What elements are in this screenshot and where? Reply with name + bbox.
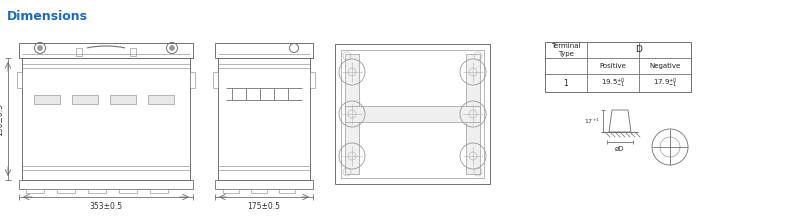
Text: Terminal
Type: Terminal Type — [551, 43, 581, 57]
Text: øD: øD — [615, 146, 625, 152]
Bar — [88, 189, 106, 193]
Bar — [310, 72, 315, 88]
Bar — [251, 189, 267, 193]
Bar — [17, 72, 22, 88]
Bar — [150, 189, 168, 193]
Bar — [19, 180, 193, 189]
Text: 1: 1 — [564, 79, 568, 87]
Text: 17$^{+1}$: 17$^{+1}$ — [584, 116, 600, 126]
Bar — [119, 189, 137, 193]
Bar — [34, 95, 60, 104]
Bar — [335, 44, 490, 184]
Bar — [218, 58, 310, 180]
Text: D: D — [635, 46, 642, 54]
Text: 17.9$^{+0}_{-1}$: 17.9$^{+0}_{-1}$ — [653, 76, 678, 90]
Bar — [26, 189, 44, 193]
Text: 175±0.5: 175±0.5 — [247, 202, 281, 211]
Bar — [223, 189, 239, 193]
Text: Dimensions: Dimensions — [7, 10, 88, 23]
Bar — [545, 42, 691, 92]
Bar — [215, 43, 313, 58]
Bar — [110, 95, 136, 104]
Bar — [57, 189, 75, 193]
Circle shape — [38, 46, 42, 50]
Text: 190±0.5: 190±0.5 — [0, 103, 4, 135]
Bar — [345, 54, 359, 174]
Bar — [22, 58, 190, 180]
Text: 19.5$^{+0}_{-1}$: 19.5$^{+0}_{-1}$ — [601, 76, 626, 90]
Bar — [130, 48, 136, 56]
Bar — [279, 189, 295, 193]
Circle shape — [170, 46, 174, 50]
Bar — [341, 50, 484, 178]
Bar — [72, 95, 98, 104]
Bar — [215, 180, 313, 189]
Bar — [190, 72, 195, 88]
Bar — [19, 43, 193, 58]
Bar — [148, 95, 174, 104]
Bar — [345, 106, 480, 122]
Bar — [76, 48, 82, 56]
Bar — [466, 54, 480, 174]
Text: Positive: Positive — [599, 63, 626, 69]
Bar — [213, 72, 218, 88]
Text: Negative: Negative — [650, 63, 681, 69]
Text: 353±0.5: 353±0.5 — [90, 202, 122, 211]
